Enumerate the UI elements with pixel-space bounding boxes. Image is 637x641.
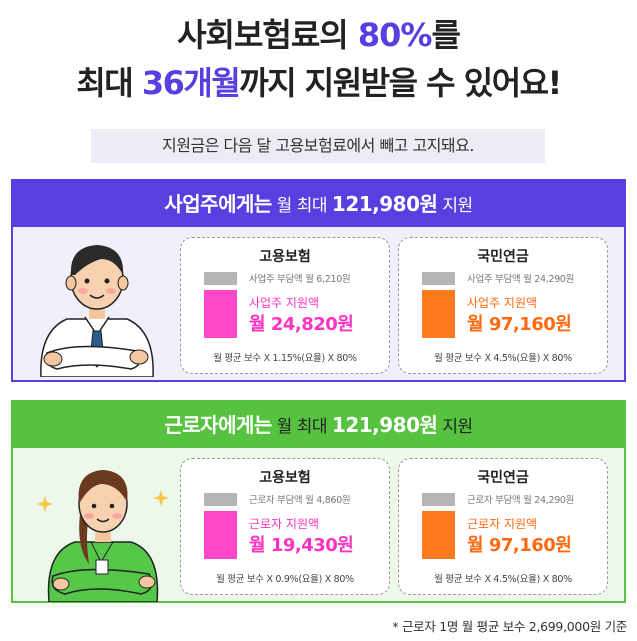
woman-worker-illustration	[37, 470, 169, 602]
worker-section: 근로자에게는 월 최대 121,980원 지원 고용보험 근로자 부담액 월 4…	[11, 400, 626, 603]
card-title: 고용보험	[259, 249, 311, 265]
employer-employment-insurance-card: 고용보험 사업주 부담액 월 6,210원 사업주 지원액 월 24,820원 …	[180, 237, 390, 374]
support-bar	[422, 511, 455, 559]
card-title: 고용보험	[259, 470, 311, 486]
worker-max-amount: 121,980원	[331, 413, 438, 437]
headline-accent-months: 36개월	[141, 64, 241, 102]
headline-accent-percent: 80%	[357, 16, 433, 54]
support-bar	[204, 511, 237, 559]
headline-line-1: 사회보험료의 80%를	[177, 16, 461, 54]
card-title: 국민연금	[477, 249, 529, 265]
businessman-illustration	[40, 245, 154, 377]
burden-text: 근로자 부담액 월 24,290원	[467, 495, 575, 506]
support-label: 근로자 지원액	[249, 517, 320, 531]
subtitle-text: 지원금은 다음 달 고용보험료에서 빼고 고지돼요.	[162, 136, 474, 155]
support-bar	[204, 290, 237, 338]
worker-employment-insurance-card: 고용보험 근로자 부담액 월 4,860원 근로자 지원액 월 19,430원 …	[180, 458, 390, 595]
formula-text: 월 평균 보수 X 4.5%(요율) X 80%	[434, 574, 572, 585]
support-label: 사업주 지원액	[249, 296, 320, 310]
burden-text: 근로자 부담액 월 4,860원	[249, 495, 351, 506]
formula-text: 월 평균 보수 X 4.5%(요율) X 80%	[434, 353, 572, 364]
burden-bar	[422, 272, 455, 285]
formula-text: 월 평균 보수 X 1.15%(요율) X 80%	[213, 353, 357, 364]
card-title: 국민연금	[477, 470, 529, 486]
headline: 사회보험료의 80%를 최대 36개월까지 지원받을 수 있어요!	[0, 14, 637, 104]
formula-text: 월 평균 보수 X 0.9%(요율) X 80%	[216, 574, 354, 585]
employer-max-amount: 121,980원	[331, 192, 438, 216]
support-label: 사업주 지원액	[467, 296, 538, 310]
employer-national-pension-card: 국민연금 사업주 부담액 월 24,290원 사업주 지원액 월 97,160원…	[398, 237, 608, 374]
support-amount: 월 24,820원	[249, 314, 354, 335]
footnote: * 근로자 1명 월 평균 보수 2,699,000원 기준	[392, 619, 627, 634]
support-label: 근로자 지원액	[467, 517, 538, 531]
support-amount: 월 97,160원	[467, 535, 572, 556]
employer-header-bar: 사업주에게는 월 최대 121,980원 지원	[13, 181, 624, 227]
burden-text: 사업주 부담액 월 24,290원	[467, 274, 575, 285]
worker-national-pension-card: 국민연금 근로자 부담액 월 24,290원 근로자 지원액 월 97,160원…	[398, 458, 608, 595]
burden-text: 사업주 부담액 월 6,210원	[249, 274, 351, 285]
headline-line-2: 최대 36개월까지 지원받을 수 있어요!	[76, 64, 562, 102]
burden-bar	[204, 493, 237, 506]
worker-header-bar: 근로자에게는 월 최대 121,980원 지원	[13, 402, 624, 448]
burden-bar	[422, 493, 455, 506]
support-amount: 월 19,430원	[249, 535, 354, 556]
burden-bar	[204, 272, 237, 285]
support-bar	[422, 290, 455, 338]
employer-section: 사업주에게는 월 최대 121,980원 지원 고용보험 사업주 부담액 월 6…	[11, 179, 626, 382]
worker-lead: 근로자에게는	[164, 413, 272, 437]
support-amount: 월 97,160원	[467, 314, 572, 335]
subtitle-box: 지원금은 다음 달 고용보험료에서 빼고 고지돼요.	[91, 129, 545, 163]
employer-lead: 사업주에게는	[164, 192, 272, 216]
